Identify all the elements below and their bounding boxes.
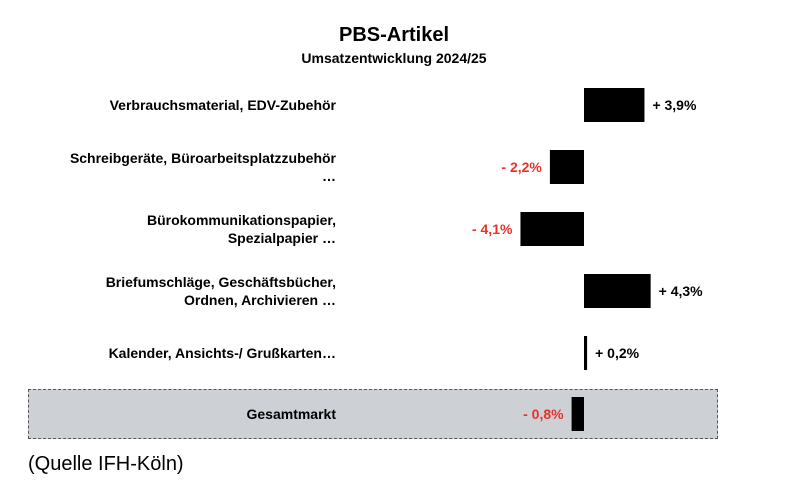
total-market-band bbox=[28, 389, 718, 439]
source-note: (Quelle IFH-Köln) bbox=[28, 453, 184, 475]
category-label-3: Briefumschläge, Geschäftsbücher, Ordnen, … bbox=[106, 274, 336, 308]
bar-1 bbox=[549, 150, 584, 184]
value-label-4: + 0,2% bbox=[595, 345, 640, 361]
category-label-2: Bürokommunikationspapier, Spezialpapier … bbox=[147, 212, 336, 246]
bar-3 bbox=[584, 274, 651, 308]
category-label-line: Schreibgeräte, Büroarbeitsplatzzubehör bbox=[70, 150, 337, 166]
value-label-5: - 0,8% bbox=[523, 406, 564, 422]
chart-subtitle: Umsatzentwicklung 2024/25 bbox=[301, 50, 487, 66]
value-label-0: + 3,9% bbox=[652, 97, 697, 113]
value-label-2: - 4,1% bbox=[472, 221, 513, 237]
bar-4 bbox=[584, 336, 588, 370]
category-label-line: Ordnen, Archivieren … bbox=[184, 292, 336, 308]
value-label-1: - 2,2% bbox=[501, 159, 542, 175]
category-label-1: Schreibgeräte, Büroarbeitsplatzzubehör … bbox=[70, 150, 337, 184]
category-label-line: … bbox=[322, 168, 336, 184]
category-label-line: Kalender, Ansichts-/ Grußkarten… bbox=[109, 345, 336, 361]
category-label-line: Spezialpapier … bbox=[228, 230, 336, 246]
category-label-line: Bürokommunikationspapier, bbox=[147, 212, 336, 228]
category-label-line: Verbrauchsmaterial, EDV-Zubehör bbox=[110, 97, 337, 113]
bar-0 bbox=[584, 88, 645, 122]
category-label-line: Briefumschläge, Geschäftsbücher, bbox=[106, 274, 336, 290]
category-label-line: Gesamtmarkt bbox=[247, 406, 337, 422]
category-label-5: Gesamtmarkt bbox=[247, 406, 337, 422]
value-label-3: + 4,3% bbox=[659, 283, 704, 299]
bar-5 bbox=[571, 397, 584, 431]
category-label-4: Kalender, Ansichts-/ Grußkarten… bbox=[109, 345, 336, 361]
chart-title: PBS-Artikel bbox=[338, 24, 450, 46]
category-label-0: Verbrauchsmaterial, EDV-Zubehör bbox=[110, 97, 337, 113]
bar-2 bbox=[520, 212, 584, 246]
